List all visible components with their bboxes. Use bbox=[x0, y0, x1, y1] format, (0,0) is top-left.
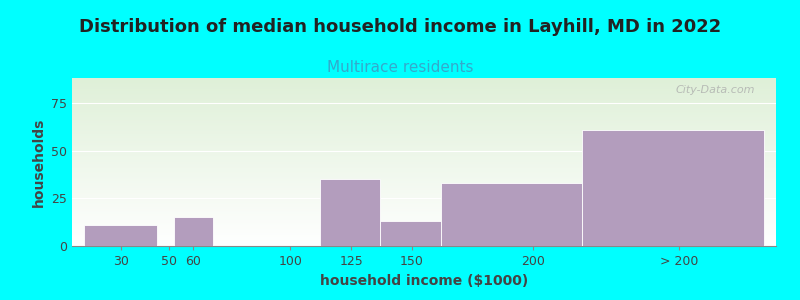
Bar bbox=[84, 225, 157, 246]
Bar bbox=[441, 183, 582, 246]
Bar bbox=[582, 130, 764, 246]
Y-axis label: households: households bbox=[31, 117, 46, 207]
Text: Distribution of median household income in Layhill, MD in 2022: Distribution of median household income … bbox=[79, 18, 721, 36]
Text: Multirace residents: Multirace residents bbox=[326, 60, 474, 75]
Bar bbox=[320, 179, 380, 246]
Bar bbox=[174, 218, 213, 246]
Text: City-Data.com: City-Data.com bbox=[675, 85, 755, 95]
X-axis label: household income ($1000): household income ($1000) bbox=[320, 274, 528, 288]
Bar bbox=[380, 221, 441, 246]
